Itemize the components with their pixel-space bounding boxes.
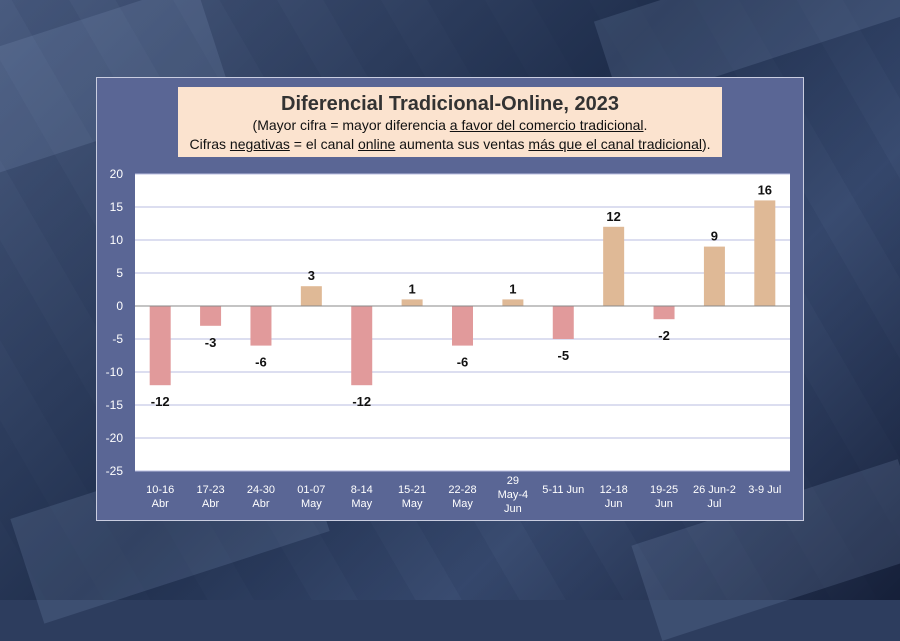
data-label: -3 xyxy=(205,335,217,350)
x-tick-label: 19-25 Jun xyxy=(639,483,689,511)
bar xyxy=(603,226,625,306)
subtitle-text: (Mayor cifra = mayor diferencia xyxy=(252,117,450,133)
y-tick-label: 15 xyxy=(110,200,124,214)
subtitle-text: . xyxy=(643,117,648,133)
subtitle-text: Cifras xyxy=(189,136,230,152)
x-tick-label-line: Jun xyxy=(655,498,673,510)
x-tick-label: 22-28 May xyxy=(438,483,488,511)
data-label: -2 xyxy=(658,328,670,343)
bar xyxy=(452,306,473,346)
y-tick-label: 0 xyxy=(116,299,123,313)
bar xyxy=(502,299,524,306)
x-tick-label-line: May xyxy=(300,498,322,510)
x-tick-label: 01-07 May xyxy=(286,483,336,511)
x-tick-label-line: 01-07 xyxy=(297,484,326,496)
data-label: -5 xyxy=(557,348,569,363)
y-tick-label: -10 xyxy=(106,365,124,379)
bar xyxy=(653,306,675,320)
chart-title: Diferencial Tradicional-Online, 2023 xyxy=(281,93,619,115)
data-label: -6 xyxy=(457,355,469,370)
x-tick-label-line: May xyxy=(351,498,373,510)
data-label: 12 xyxy=(606,209,620,224)
x-tick-label-line: Jun xyxy=(604,498,623,510)
x-tick-label-line: 8-14 xyxy=(350,484,373,496)
x-tick-label-line: Jul xyxy=(707,498,722,510)
subtitle-underlined-text: a favor del comercio tradicional xyxy=(449,117,644,133)
x-tick-label: 24-30 Abr xyxy=(236,483,286,511)
bar xyxy=(200,306,222,326)
chart-subtitle-line-1: (Mayor cifra = mayor diferencia a favor … xyxy=(178,116,722,135)
y-tick-label: -15 xyxy=(106,398,124,412)
x-tick-label-line: May-4 xyxy=(497,489,529,501)
x-tick-label: 5-11 Jun xyxy=(538,483,588,497)
subtitle-text: ). xyxy=(701,136,711,152)
x-tick-label-line: Abr xyxy=(202,498,220,510)
x-tick-label-line: 10-16 xyxy=(146,484,175,496)
subtitle-underlined-text: negativas xyxy=(229,136,290,152)
y-tick-label: -5 xyxy=(112,332,123,346)
subtitle-underlined-text: más que el canal tradicional xyxy=(528,136,702,152)
y-axis-ticks: 20 15 10 5 0 -5 -10 -15 -20 -25 xyxy=(106,167,124,478)
data-label: 16 xyxy=(758,182,772,197)
x-tick-label: 10-16 Abr xyxy=(135,483,185,511)
data-label: -12 xyxy=(352,394,371,409)
data-label: 3 xyxy=(308,268,315,283)
x-tick-label-line: 3-9 Jul xyxy=(748,484,782,496)
y-tick-label: -25 xyxy=(106,464,124,478)
bar xyxy=(300,286,322,306)
bar xyxy=(552,306,574,339)
x-tick-label-line: Abr xyxy=(151,498,169,510)
bar xyxy=(351,306,373,386)
x-tick-label: 15-21 May xyxy=(387,483,437,511)
x-tick-label: 26 Jun-2 Jul xyxy=(689,483,739,511)
data-label: 9 xyxy=(711,229,718,244)
x-tick-label-line: 26 Jun-2 xyxy=(693,484,736,496)
bars xyxy=(149,200,776,386)
x-tick-label: 29 May-4 Jun xyxy=(488,474,538,516)
y-tick-label: 5 xyxy=(116,266,123,280)
bar xyxy=(250,306,272,346)
subtitle-text: aumenta sus ventas xyxy=(395,136,529,152)
bar xyxy=(703,246,725,306)
x-tick-label-line: May xyxy=(401,498,423,510)
x-tick-label: 17-23 Abr xyxy=(186,483,236,511)
x-tick-label-line: 15-21 xyxy=(398,484,427,496)
data-label: 1 xyxy=(408,281,415,296)
x-tick-label-line: 22-28 xyxy=(448,484,477,496)
chart-subtitle-line-2: Cifras negativas = el canal online aumen… xyxy=(178,135,722,154)
bar-chart: 20 15 10 5 0 -5 -10 -15 -20 -25 -12 -3 -6 3 -12 1 -6 1 -5… xyxy=(106,167,790,478)
subtitle-underlined-text: online xyxy=(357,136,396,152)
x-tick-label-line: 19-25 xyxy=(649,484,679,496)
bar xyxy=(401,299,423,306)
x-tick-label-line: May xyxy=(452,498,473,510)
x-tick-label: 3-9 Jul xyxy=(740,483,790,497)
x-tick-label-line: 24-30 xyxy=(246,484,276,496)
y-tick-label: 20 xyxy=(110,167,124,181)
x-tick-label-line: Jun xyxy=(504,503,522,515)
x-tick-label-line: Abr xyxy=(252,498,270,510)
x-tick-label: 8-14 May xyxy=(337,483,387,511)
data-labels: -12 -3 -6 3 -12 1 -6 1 -5 12 -2 9 16 xyxy=(151,182,772,409)
x-tick-label: 12-18 Jun xyxy=(589,483,639,511)
x-tick-label-line: 17-23 xyxy=(196,484,225,496)
y-tick-label: -20 xyxy=(106,431,124,445)
x-tick-label-line: 12-18 xyxy=(599,484,628,496)
x-tick-label-line: 29 xyxy=(506,475,519,487)
data-label: 1 xyxy=(509,281,516,296)
y-tick-label: 10 xyxy=(110,233,124,247)
data-label: -6 xyxy=(255,355,267,370)
bar xyxy=(149,306,171,386)
x-tick-label-line: 5-11 Jun xyxy=(542,484,585,496)
bar xyxy=(754,200,776,306)
data-label: -12 xyxy=(151,394,170,409)
title-box: Diferencial Tradicional-Online, 2023 (Ma… xyxy=(178,87,722,157)
subtitle-text: = el canal xyxy=(289,136,358,152)
